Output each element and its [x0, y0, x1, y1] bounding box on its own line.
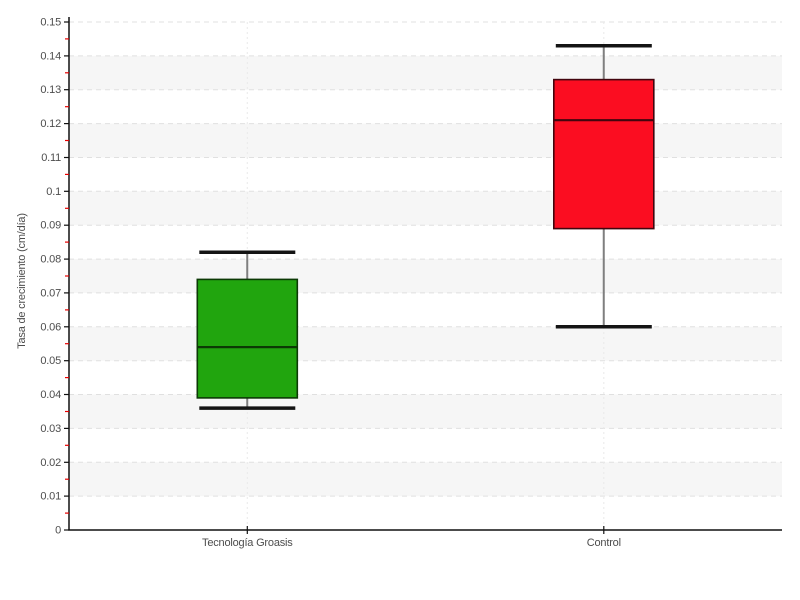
box-control — [552, 43, 655, 329]
y-tick-label: 0.05 — [40, 355, 61, 367]
y-tick-label: 0.01 — [40, 491, 61, 503]
band — [69, 123, 782, 158]
y-tick-label: 0 — [55, 525, 61, 537]
y-tick-label: 0.04 — [40, 389, 61, 401]
y-tick-label: 0.14 — [40, 50, 61, 62]
y-axis-title: Tasa de crecimiento (cm/día) — [16, 213, 28, 349]
y-tick-label: 0.07 — [40, 287, 61, 299]
band — [69, 462, 782, 497]
y-tick-label: 0.15 — [40, 17, 61, 29]
band — [69, 55, 782, 90]
box-tecnologia-groasis — [196, 250, 299, 410]
y-tick-label: 0.09 — [40, 220, 61, 232]
plot-bands — [69, 55, 782, 497]
iqr-box — [196, 278, 299, 399]
band — [69, 259, 782, 293]
y-tick-label: 0.13 — [40, 84, 61, 96]
x-tick-label-control: Control — [587, 537, 621, 549]
band — [69, 326, 782, 361]
band — [69, 191, 782, 226]
y-minor-ticks — [65, 38, 69, 514]
x-tick-label-tecnologia-groasis: Tecnología Groasis — [202, 537, 293, 549]
iqr-box — [552, 78, 655, 230]
y-tick-label: 0.02 — [40, 457, 61, 469]
y-tick-label: 0.03 — [40, 423, 61, 435]
y-tick-label: 0.12 — [40, 118, 61, 130]
axes — [68, 17, 782, 531]
h-gridlines — [69, 21, 782, 497]
band — [69, 394, 782, 429]
y-tick-label: 0.1 — [46, 186, 61, 198]
y-tick-label: 0.08 — [40, 254, 61, 266]
y-ticks: 0 0.01 0.02 0.03 0.04 0.05 0.06 0.07 0.08 0.09 0.1… — [40, 17, 69, 537]
y-tick-label: 0.11 — [41, 152, 61, 164]
y-tick-label: 0.06 — [40, 321, 61, 333]
x-ticks: Tecnología Groasis Control — [202, 526, 621, 549]
